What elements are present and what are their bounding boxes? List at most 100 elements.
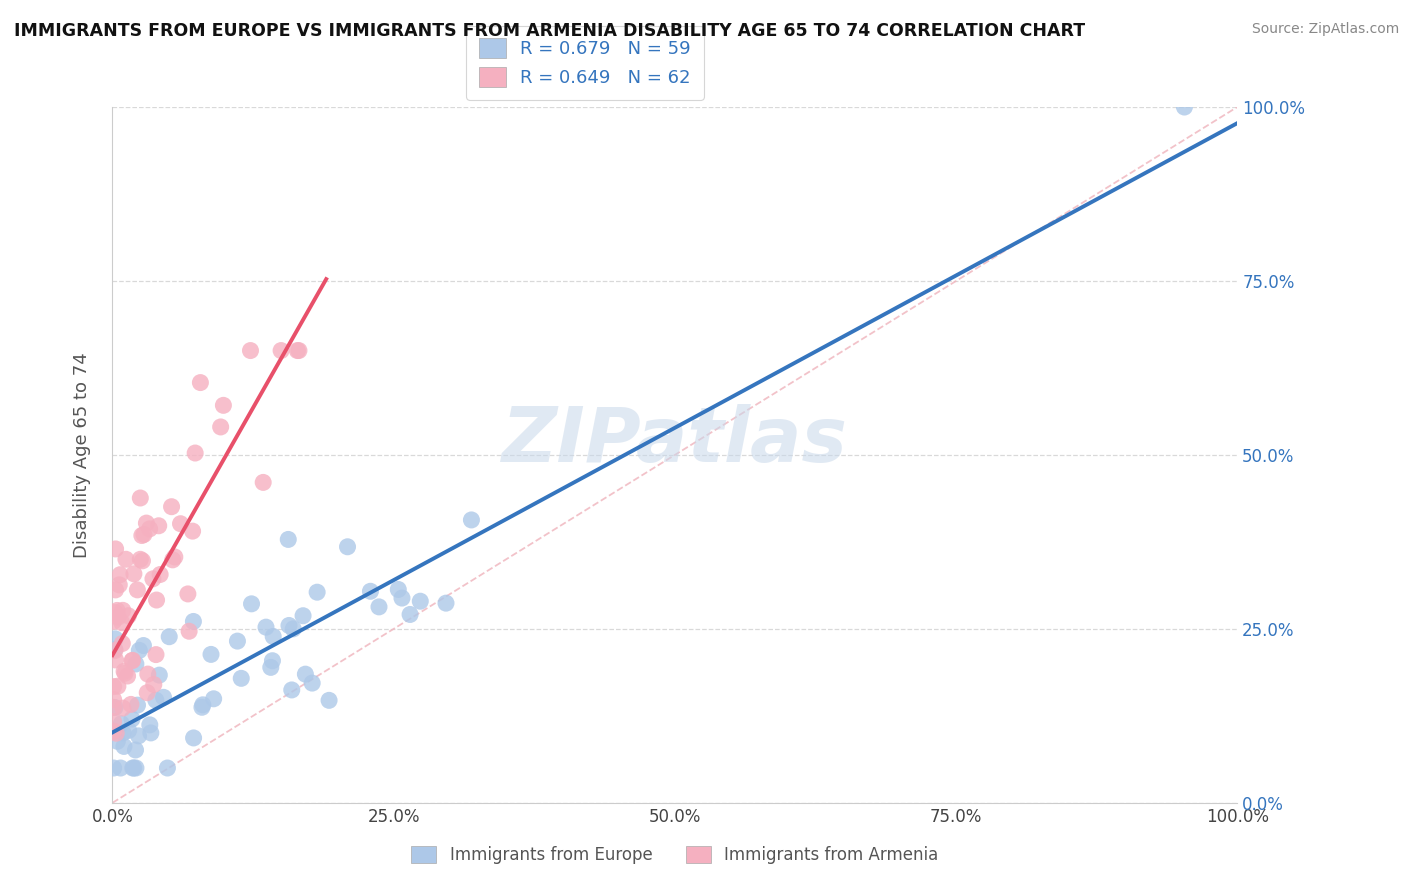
- Point: [118, 723, 141, 738]
- Point: [111, 701, 134, 715]
- Point: [103, 614, 125, 628]
- Point: [111, 615, 134, 630]
- Point: [152, 690, 174, 705]
- Point: [122, 761, 145, 775]
- Point: [104, 700, 127, 714]
- Point: [110, 716, 132, 731]
- Point: [105, 603, 128, 617]
- Point: [169, 516, 191, 531]
- Point: [191, 698, 214, 712]
- Point: [132, 639, 155, 653]
- Point: [107, 679, 129, 693]
- Point: [270, 343, 292, 358]
- Point: [368, 599, 391, 614]
- Text: Source: ZipAtlas.com: Source: ZipAtlas.com: [1251, 22, 1399, 37]
- Point: [128, 729, 150, 743]
- Point: [288, 343, 311, 358]
- Point: [183, 615, 205, 629]
- Point: [145, 693, 167, 707]
- Point: [391, 591, 413, 605]
- Point: [292, 608, 315, 623]
- Point: [162, 553, 184, 567]
- Point: [121, 654, 143, 668]
- Point: [103, 680, 125, 694]
- Point: [145, 648, 167, 662]
- Point: [103, 714, 125, 729]
- Point: [262, 654, 284, 668]
- Point: [307, 585, 329, 599]
- Point: [262, 629, 284, 643]
- Point: [160, 500, 183, 514]
- Point: [103, 761, 125, 775]
- Point: [460, 513, 482, 527]
- Point: [278, 618, 301, 632]
- Point: [281, 682, 304, 697]
- Point: [107, 610, 129, 624]
- Point: [184, 446, 207, 460]
- Point: [138, 522, 160, 536]
- Point: [142, 572, 165, 586]
- Point: [136, 667, 159, 681]
- Point: [104, 582, 127, 597]
- Text: IMMIGRANTS FROM EUROPE VS IMMIGRANTS FROM ARMENIA DISABILITY AGE 65 TO 74 CORREL: IMMIGRANTS FROM EUROPE VS IMMIGRANTS FRO…: [14, 22, 1085, 40]
- Point: [104, 541, 127, 556]
- Point: [149, 567, 172, 582]
- Point: [148, 518, 170, 533]
- Point: [434, 596, 457, 610]
- Point: [183, 731, 205, 745]
- Point: [202, 691, 225, 706]
- Point: [111, 603, 134, 617]
- Point: [260, 660, 283, 674]
- Point: [103, 692, 125, 706]
- Point: [121, 712, 143, 726]
- Point: [240, 597, 263, 611]
- Point: [129, 491, 152, 505]
- Point: [318, 693, 340, 707]
- Point: [112, 739, 135, 754]
- Point: [104, 632, 127, 646]
- Point: [277, 533, 299, 547]
- Point: [104, 642, 127, 657]
- Point: [120, 698, 142, 712]
- Point: [399, 607, 422, 622]
- Point: [294, 667, 316, 681]
- Point: [129, 552, 152, 566]
- Point: [1173, 100, 1195, 114]
- Y-axis label: Disability Age 65 to 74: Disability Age 65 to 74: [73, 352, 91, 558]
- Point: [231, 671, 253, 685]
- Point: [209, 420, 232, 434]
- Point: [115, 552, 138, 566]
- Point: [179, 624, 201, 639]
- Point: [127, 582, 149, 597]
- Point: [254, 620, 277, 634]
- Point: [128, 643, 150, 657]
- Point: [200, 648, 222, 662]
- Point: [387, 582, 409, 597]
- Point: [122, 566, 145, 581]
- Point: [121, 761, 143, 775]
- Point: [212, 398, 235, 412]
- Point: [190, 376, 212, 390]
- Point: [108, 578, 131, 592]
- Point: [111, 636, 134, 650]
- Text: ZIPatlas: ZIPatlas: [502, 404, 848, 478]
- Point: [125, 761, 148, 775]
- Point: [124, 743, 146, 757]
- Point: [239, 343, 262, 358]
- Point: [409, 594, 432, 608]
- Point: [112, 726, 135, 740]
- Point: [252, 475, 274, 490]
- Point: [181, 524, 204, 538]
- Point: [131, 528, 153, 542]
- Point: [148, 668, 170, 682]
- Point: [156, 761, 179, 775]
- Point: [135, 516, 157, 530]
- Point: [163, 549, 186, 564]
- Point: [127, 698, 149, 713]
- Point: [132, 527, 155, 541]
- Point: [105, 734, 128, 748]
- Point: [136, 686, 159, 700]
- Point: [336, 540, 359, 554]
- Point: [285, 343, 308, 358]
- Point: [139, 726, 162, 740]
